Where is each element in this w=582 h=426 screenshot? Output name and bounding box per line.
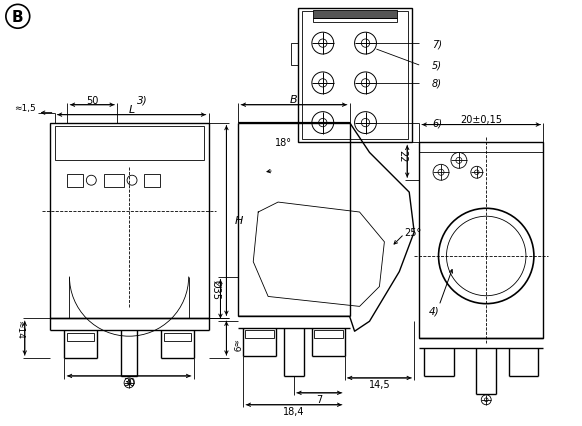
Bar (313, 12, 398, 19)
Text: 25°: 25° (404, 227, 421, 237)
Text: B: B (12, 10, 24, 25)
Text: ≈1,5: ≈1,5 (14, 104, 36, 113)
Bar (164, 334, 191, 341)
Text: 8): 8) (432, 79, 442, 89)
Bar (313, 19, 398, 23)
Text: 14,5: 14,5 (368, 379, 391, 389)
Text: 18,4: 18,4 (283, 406, 305, 416)
Text: 3): 3) (137, 95, 148, 106)
Text: 18°: 18° (275, 138, 292, 148)
Text: B: B (290, 95, 298, 104)
Text: L: L (129, 104, 134, 115)
Bar (419, 143, 544, 338)
Bar (49, 123, 208, 319)
Bar (68, 334, 94, 341)
Text: 20±0,15: 20±0,15 (460, 114, 502, 124)
Text: 4): 4) (429, 306, 440, 316)
Bar (291, 44, 298, 66)
Bar (419, 143, 544, 153)
Text: 7): 7) (432, 39, 442, 49)
Text: 7: 7 (316, 394, 322, 404)
Text: 6): 6) (432, 118, 442, 128)
Bar (144, 175, 160, 188)
Bar (298, 9, 412, 143)
Text: H: H (235, 216, 243, 226)
Bar (55, 126, 204, 161)
Bar (104, 175, 124, 188)
Text: 30: 30 (123, 377, 135, 387)
Text: 22: 22 (398, 150, 407, 162)
Text: ≈14: ≈14 (15, 320, 24, 338)
Bar (302, 12, 408, 140)
Text: 50: 50 (86, 95, 98, 106)
Text: 5): 5) (432, 61, 442, 71)
Bar (314, 331, 343, 338)
Text: ≈9: ≈9 (230, 338, 239, 351)
Text: Ø35: Ø35 (211, 279, 221, 299)
Bar (245, 331, 274, 338)
Bar (68, 175, 83, 188)
